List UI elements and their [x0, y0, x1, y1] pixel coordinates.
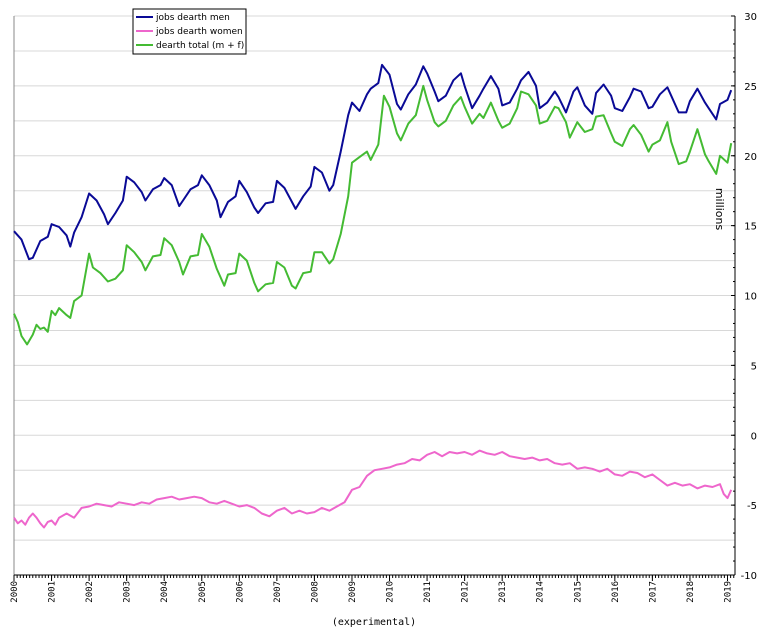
legend-entry: jobs dearth women — [155, 27, 243, 37]
legend: jobs dearth men jobs dearth women dearth t… — [132, 8, 247, 55]
x-tick-label: 2015 — [573, 581, 583, 603]
series-layer — [13, 63, 733, 529]
y-tick-label: -10 — [741, 571, 757, 582]
x-tick-label: 2018 — [686, 581, 696, 603]
x-tick-label: 2017 — [648, 581, 658, 603]
x-tick-label: 2008 — [310, 581, 320, 603]
x-tick-label: 2009 — [348, 581, 358, 603]
y-tick-label: 10 — [744, 292, 757, 303]
y-tick-label: 25 — [744, 82, 757, 93]
x-tick-label: 2012 — [461, 581, 471, 603]
x-tick-label: 2014 — [536, 581, 546, 603]
x-tick-label: 2006 — [235, 581, 245, 603]
x-tick-label: 2003 — [123, 581, 133, 603]
y-tick-label: 5 — [751, 361, 757, 372]
y-tick-label: 30 — [744, 12, 757, 23]
grid-lines — [14, 15, 735, 576]
legend-entry: dearth total (m + f) — [156, 41, 244, 51]
x-axis-title: (experimental) — [332, 617, 416, 628]
x-tick-label: 2007 — [273, 581, 283, 603]
x-tick-label: 2016 — [611, 581, 621, 603]
x-tick-label: 2000 — [10, 581, 20, 603]
series-line — [13, 63, 733, 261]
x-tick-label: 2002 — [85, 581, 95, 603]
x-tick-label: 2013 — [498, 581, 508, 603]
x-tick-label: 2010 — [386, 581, 396, 603]
y-tick-label: 15 — [744, 222, 757, 233]
y-tick-label: 20 — [744, 152, 757, 163]
legend-entry: jobs dearth men — [155, 13, 230, 23]
series-line — [13, 84, 733, 346]
x-tick-label: 2019 — [723, 581, 733, 603]
y-axis-title: millions — [713, 188, 726, 231]
x-tick-label: 2011 — [423, 581, 433, 603]
y-tick-label: 0 — [751, 431, 757, 442]
x-tick-label: 2004 — [160, 581, 170, 603]
y-tick-label: -5 — [747, 501, 757, 512]
x-tick-label: 2001 — [48, 581, 58, 603]
x-tick-label: 2005 — [198, 581, 208, 603]
series-line — [13, 449, 733, 529]
